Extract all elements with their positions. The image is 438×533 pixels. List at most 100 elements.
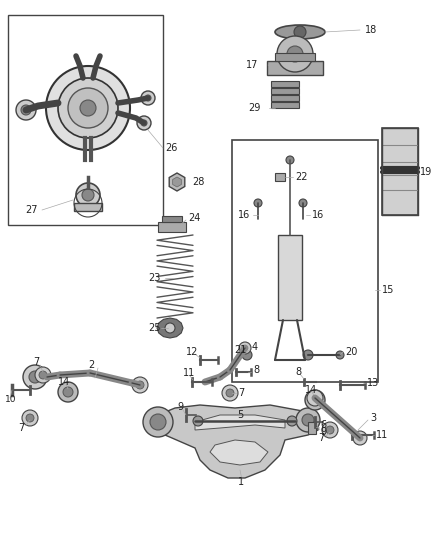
Text: 21: 21: [234, 345, 246, 355]
Circle shape: [145, 95, 151, 101]
Text: 15: 15: [382, 285, 394, 295]
Circle shape: [39, 371, 47, 379]
Circle shape: [353, 431, 367, 445]
Text: 7: 7: [318, 433, 324, 443]
Circle shape: [63, 387, 73, 397]
Text: 24: 24: [188, 213, 200, 223]
Text: 2: 2: [88, 360, 94, 370]
Circle shape: [239, 342, 251, 354]
Circle shape: [29, 371, 41, 383]
Text: 17: 17: [246, 60, 258, 70]
Text: 13: 13: [367, 378, 379, 388]
Text: 3: 3: [370, 413, 376, 423]
Circle shape: [16, 100, 36, 120]
Circle shape: [307, 390, 323, 406]
Circle shape: [310, 395, 320, 405]
Text: 11: 11: [376, 430, 388, 440]
Text: 14: 14: [58, 377, 70, 387]
Circle shape: [35, 367, 51, 383]
Text: 20: 20: [345, 347, 357, 357]
Bar: [382, 128, 418, 215]
Text: 12: 12: [186, 347, 198, 357]
Bar: [271, 95, 299, 101]
Text: 9: 9: [177, 402, 183, 412]
Ellipse shape: [275, 25, 325, 39]
Bar: [271, 81, 299, 87]
Text: 7: 7: [18, 423, 24, 433]
Circle shape: [165, 323, 175, 333]
Circle shape: [58, 382, 78, 402]
Circle shape: [277, 36, 313, 72]
Circle shape: [26, 414, 34, 422]
Circle shape: [287, 416, 297, 426]
Bar: [278, 235, 302, 320]
Text: 8: 8: [295, 367, 301, 377]
Circle shape: [68, 88, 108, 128]
Polygon shape: [157, 318, 183, 338]
Text: 6: 6: [320, 420, 326, 430]
Text: 10: 10: [5, 395, 17, 405]
Text: 14: 14: [305, 385, 317, 395]
Circle shape: [150, 414, 166, 430]
Circle shape: [23, 365, 47, 389]
Circle shape: [193, 416, 203, 426]
Text: 16: 16: [238, 210, 250, 220]
Text: 25: 25: [148, 323, 160, 333]
Circle shape: [305, 390, 325, 410]
Polygon shape: [173, 177, 181, 187]
Circle shape: [302, 414, 314, 426]
Bar: [271, 102, 299, 108]
Circle shape: [287, 46, 303, 62]
Circle shape: [322, 422, 338, 438]
Bar: [308, 422, 316, 434]
Circle shape: [254, 199, 262, 207]
Circle shape: [21, 105, 31, 115]
Text: 4: 4: [252, 342, 258, 352]
Polygon shape: [195, 415, 285, 430]
Text: 5: 5: [237, 410, 243, 420]
Circle shape: [80, 100, 96, 116]
Circle shape: [82, 189, 94, 201]
Text: 19: 19: [420, 167, 432, 177]
Circle shape: [141, 91, 155, 105]
Text: 11: 11: [183, 368, 195, 378]
Polygon shape: [150, 405, 318, 478]
Bar: [74, 203, 102, 211]
Text: 22: 22: [295, 172, 307, 182]
Circle shape: [326, 426, 334, 434]
Text: 1: 1: [238, 477, 244, 487]
Circle shape: [141, 120, 147, 126]
Bar: [8, 15, 163, 225]
Bar: [162, 216, 182, 222]
Text: 29: 29: [248, 103, 260, 113]
Text: 23: 23: [148, 273, 160, 283]
Circle shape: [242, 350, 252, 360]
Text: 16: 16: [312, 210, 324, 220]
Text: 8: 8: [253, 365, 259, 375]
Bar: [267, 61, 323, 75]
Text: 7: 7: [238, 388, 244, 398]
Bar: [158, 222, 186, 232]
Text: 28: 28: [192, 177, 205, 187]
Circle shape: [136, 381, 144, 389]
Circle shape: [303, 350, 313, 360]
Circle shape: [294, 26, 306, 38]
Text: 18: 18: [365, 25, 377, 35]
Circle shape: [137, 116, 151, 130]
Text: 27: 27: [25, 205, 38, 215]
Polygon shape: [210, 440, 268, 465]
Circle shape: [132, 377, 148, 393]
Circle shape: [143, 407, 173, 437]
Text: 26: 26: [165, 143, 177, 153]
Bar: [275, 53, 315, 61]
Circle shape: [296, 408, 320, 432]
Circle shape: [226, 389, 234, 397]
Bar: [232, 140, 378, 382]
Text: 7: 7: [33, 357, 39, 367]
Text: 9: 9: [320, 427, 326, 437]
Bar: [271, 88, 299, 94]
Circle shape: [46, 66, 130, 150]
Circle shape: [22, 410, 38, 426]
Circle shape: [58, 78, 118, 138]
Circle shape: [299, 199, 307, 207]
